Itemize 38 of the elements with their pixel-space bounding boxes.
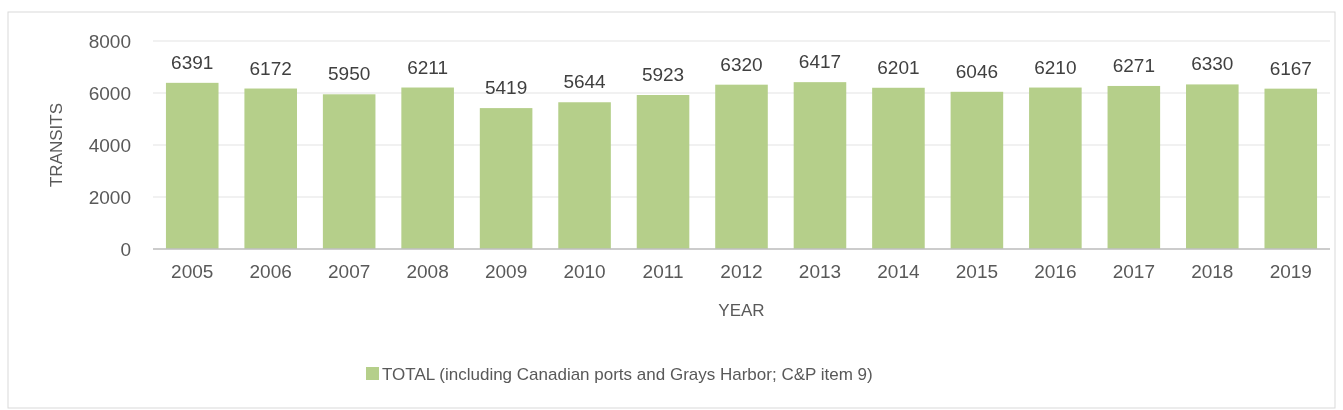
x-tick-label: 2014 <box>877 261 920 282</box>
x-tick-label: 2007 <box>328 261 371 282</box>
data-label: 5419 <box>484 77 528 99</box>
data-label: 6201 <box>877 56 920 78</box>
x-tick-label: 2006 <box>249 261 292 282</box>
x-tick-label: 2005 <box>171 261 214 282</box>
data-label: 6320 <box>720 53 763 75</box>
data-label: 5923 <box>641 64 685 85</box>
y-tick-label: 2000 <box>88 186 131 208</box>
x-tick-label: 2011 <box>642 261 684 282</box>
x-tick-label: 2009 <box>484 261 528 282</box>
data-label: 6417 <box>798 51 842 73</box>
x-tick-label: 2012 <box>720 261 763 282</box>
data-label: 6211 <box>407 56 449 78</box>
x-tick-label: 2015 <box>955 261 999 282</box>
data-label: 6391 <box>171 51 214 73</box>
x-tick-label: 2018 <box>1191 261 1234 282</box>
data-label: 5950 <box>328 63 371 85</box>
x-tick-label: 2008 <box>406 261 449 282</box>
y-tick-label: 8000 <box>88 30 131 52</box>
data-label: 6210 <box>1034 56 1077 78</box>
x-axis-title: YEAR <box>718 301 765 320</box>
x-tick-label: 2013 <box>798 261 842 282</box>
y-tick-label: 6000 <box>88 82 131 104</box>
x-tick-label: 2010 <box>563 261 606 282</box>
data-label: 6330 <box>1191 53 1234 75</box>
x-tick-label: 2017 <box>1112 261 1155 282</box>
x-tick-label: 2019 <box>1269 261 1312 282</box>
x-tick-label: 2016 <box>1034 261 1077 282</box>
legend-label: TOTAL (including Canadian ports and Grays Harbor; C&P item 9) <box>382 365 873 384</box>
data-label: 6046 <box>955 60 999 82</box>
data-label: 6271 <box>1112 54 1155 76</box>
data-label: 6167 <box>1269 57 1312 79</box>
data-label: 6172 <box>249 57 292 79</box>
data-label: 5644 <box>563 71 607 93</box>
y-axis-title: TRANSITS <box>47 102 66 188</box>
y-tick-label: 4000 <box>88 134 131 156</box>
y-tick-label: 0 <box>120 238 131 260</box>
